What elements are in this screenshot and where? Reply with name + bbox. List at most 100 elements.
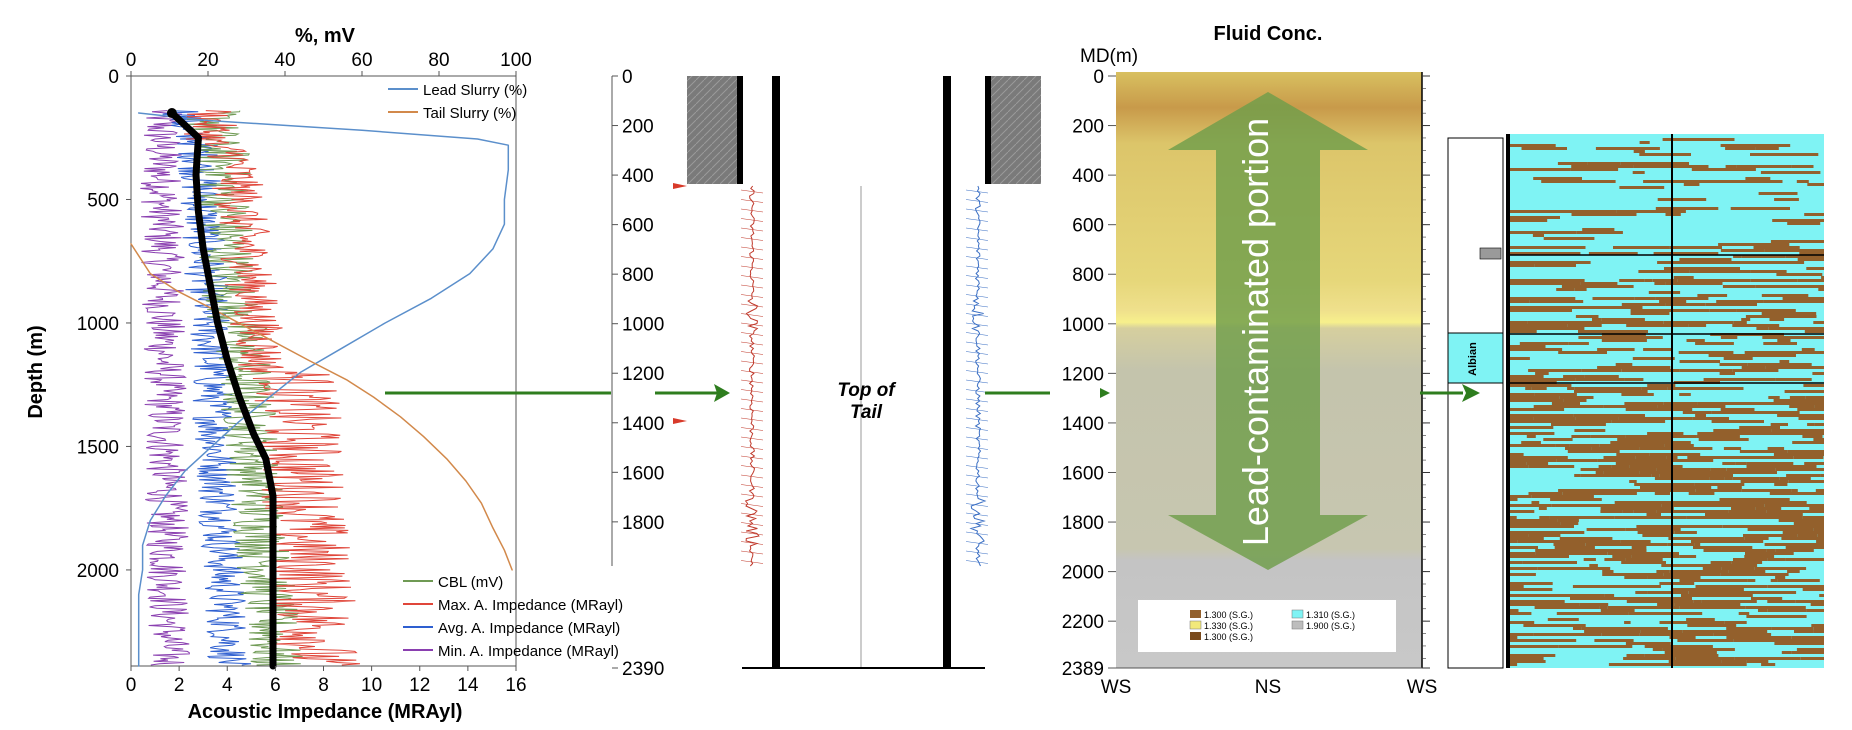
- zigzag-left: [740, 541, 764, 545]
- image-log-streak: [1597, 321, 1664, 324]
- image-log-streak: [1732, 324, 1780, 327]
- zigzag-left: [740, 237, 764, 241]
- x-tick-ws-left: WS: [1101, 677, 1132, 698]
- middle-tick-label: 800: [622, 265, 654, 286]
- image-log-streak: [1510, 600, 1565, 603]
- image-log-streak: [1510, 585, 1524, 588]
- image-log-streak: [1621, 393, 1654, 396]
- image-log-streak: [1785, 546, 1824, 549]
- image-log-streak: [1805, 396, 1824, 399]
- connector-arrowhead-2: [1100, 388, 1110, 398]
- image-log-streak: [1639, 153, 1691, 156]
- image-log-streak: [1659, 621, 1725, 624]
- image-log-streak: [1633, 414, 1645, 417]
- zigzag-right: [965, 455, 989, 460]
- image-log-streak: [1720, 408, 1755, 411]
- bottom-tick-label: 14: [457, 675, 479, 696]
- middle-depth-ticks: 0 200 400 600 800 1000 1200 1400 1600 1800 2390: [612, 67, 664, 680]
- image-log-streak: [1597, 459, 1639, 462]
- zigzag-right: [965, 322, 989, 327]
- image-log-streak: [1601, 633, 1640, 636]
- image-log-streak: [1604, 594, 1615, 597]
- image-log-streak: [1580, 282, 1618, 285]
- image-log-streak: [1679, 369, 1733, 372]
- right-tick-label: 800: [1072, 265, 1104, 286]
- image-log-streak: [1682, 630, 1710, 633]
- image-log-streak: [1785, 255, 1824, 258]
- image-log-streak: [1510, 567, 1538, 570]
- zigzag-left: [740, 379, 764, 384]
- image-log-streak: [1616, 504, 1638, 507]
- middle-tick-label: 1400: [622, 414, 664, 435]
- image-log-streak: [1547, 210, 1617, 213]
- image-log-streak: [1669, 570, 1729, 573]
- image-log-streak: [1649, 453, 1672, 456]
- image-log-streak: [1624, 576, 1648, 579]
- image-log-streak: [1662, 648, 1735, 651]
- image-log-streak: [1510, 216, 1560, 219]
- image-log-streak: [1510, 603, 1580, 606]
- image-log-streak: [1740, 480, 1789, 483]
- image-log-streak: [1642, 534, 1671, 537]
- image-log-streak: [1766, 549, 1775, 552]
- image-log-streak: [1809, 507, 1824, 510]
- image-log-streak: [1581, 594, 1605, 597]
- image-log-streak: [1510, 663, 1518, 666]
- image-log-streak: [1633, 510, 1657, 513]
- right-tick-label: 200: [1072, 117, 1104, 138]
- image-log-streak: [1785, 558, 1824, 561]
- image-log-streak: [1771, 627, 1814, 630]
- image-log-streak: [1639, 633, 1714, 636]
- image-log-streak: [1696, 435, 1740, 438]
- legend-text-3: 1.330 (S.G.): [1204, 621, 1253, 631]
- image-log-streak: [1519, 342, 1569, 345]
- bottom-tick-label: 0: [126, 675, 137, 696]
- image-log-streak: [1550, 498, 1602, 501]
- image-log-streak: [1520, 408, 1565, 411]
- zigzag-right: [965, 360, 989, 365]
- image-log-streak: [1510, 588, 1553, 591]
- image-log-streak: [1733, 639, 1777, 642]
- image-log-streak: [1510, 582, 1553, 585]
- image-log-streak: [1625, 435, 1697, 438]
- right-title: Fluid Conc.: [1214, 23, 1323, 45]
- image-log-streak: [1679, 360, 1720, 363]
- zigzag-right: [965, 484, 989, 488]
- image-log-streak: [1797, 258, 1824, 261]
- image-log-streak: [1525, 387, 1532, 390]
- image-log-streak: [1681, 594, 1753, 597]
- image-log-streak: [1788, 480, 1824, 483]
- image-log-streak: [1589, 564, 1598, 567]
- legend-swatch-4: [1291, 620, 1304, 630]
- image-log-streak: [1741, 318, 1751, 321]
- image-log-streak: [1719, 372, 1735, 375]
- image-log-streak: [1733, 321, 1747, 324]
- image-log-streak: [1510, 417, 1534, 420]
- zigzag-right: [965, 370, 989, 374]
- image-log-streak: [1729, 504, 1765, 507]
- image-log-streak: [1668, 660, 1722, 663]
- image-log-streak: [1581, 627, 1647, 630]
- bottom-axis-label: Acoustic Impedance (MRAyl): [188, 701, 463, 723]
- image-log-streak: [1677, 279, 1751, 282]
- image-log-streak: [1551, 504, 1616, 507]
- image-log-streak: [1776, 273, 1823, 276]
- image-log-streak: [1705, 303, 1757, 306]
- image-log-streak: [1510, 378, 1576, 381]
- image-log-streak: [1510, 546, 1538, 549]
- image-log-streak: [1510, 345, 1546, 348]
- right-tick-label: 2389: [1062, 659, 1104, 680]
- image-log-streak: [1647, 432, 1684, 435]
- image-log-streak: [1615, 363, 1633, 366]
- image-log-streak: [1720, 336, 1738, 339]
- image-log-streak: [1601, 339, 1647, 342]
- image-log-streak: [1694, 543, 1701, 546]
- zigzag-right: [965, 341, 989, 346]
- image-log-streak: [1551, 423, 1606, 426]
- image-log-streak: [1557, 519, 1579, 522]
- image-log-streak: [1781, 327, 1824, 330]
- image-log-streak: [1538, 507, 1547, 510]
- image-log-left-edge: [1506, 134, 1510, 668]
- image-log-streak: [1653, 252, 1719, 255]
- image-log-streak: [1510, 636, 1518, 639]
